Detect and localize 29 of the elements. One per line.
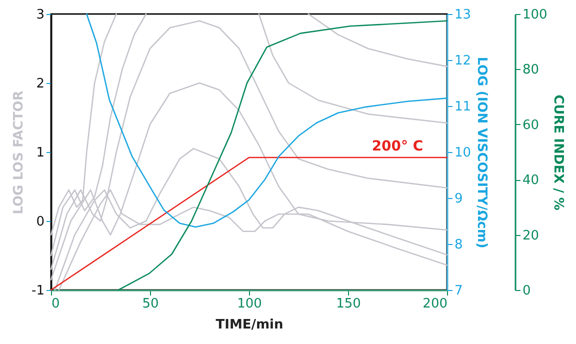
y3-tick-label: 60 bbox=[522, 118, 540, 133]
x-axis-title: TIME/min bbox=[216, 318, 284, 332]
x-tick-label: 0 bbox=[52, 296, 60, 312]
y3-tick-label: 20 bbox=[522, 228, 540, 244]
y3-tick-label: 40 bbox=[522, 173, 540, 188]
y3-tick-label: 100 bbox=[522, 8, 548, 22]
line-series bbox=[118, 20, 448, 291]
y3-tick-label: 80 bbox=[522, 62, 540, 78]
y2-tick-label: 10 bbox=[454, 146, 472, 160]
y2-axis-title: LOG (ION VISCOSITY/Ωcm) bbox=[474, 56, 490, 248]
y2-tick-label: 12 bbox=[454, 54, 472, 68]
y2-tick-label: 13 bbox=[454, 8, 472, 22]
y-tick-label: -1 bbox=[32, 284, 44, 298]
y-tick-label: 0 bbox=[36, 214, 44, 230]
y2-tick-label: 7 bbox=[454, 284, 463, 298]
x-tick-label: 50 bbox=[142, 296, 159, 312]
y2-tick-label: 9 bbox=[454, 192, 463, 206]
y2-tick-label: 8 bbox=[454, 238, 463, 252]
y-tick-label: 2 bbox=[36, 76, 44, 92]
y-tick-label: 1 bbox=[36, 146, 44, 160]
y-tick-label: 3 bbox=[36, 8, 44, 22]
x-tick-label: 150 bbox=[336, 296, 361, 312]
x-tick-label: 200 bbox=[422, 296, 448, 312]
series-label: 200° C bbox=[372, 138, 424, 155]
y-axis-title: LOG LOS FACTOR bbox=[12, 90, 27, 214]
y3-axis-title: CURE INDEX / % bbox=[550, 94, 566, 210]
y2-tick-label: 11 bbox=[454, 100, 472, 114]
y3-tick-label: 0 bbox=[522, 284, 531, 298]
x-tick-label: 100 bbox=[237, 296, 262, 312]
